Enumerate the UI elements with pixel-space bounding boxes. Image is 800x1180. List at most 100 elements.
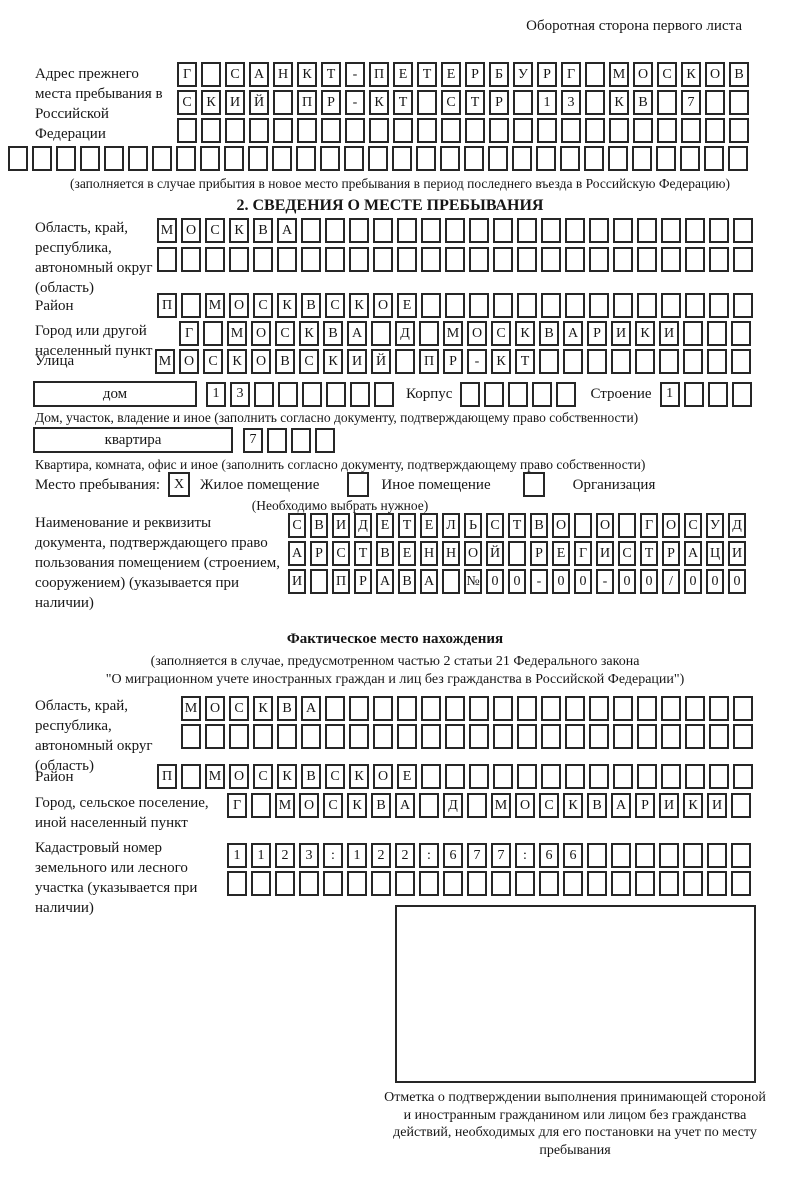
- cadastral-label: Кадастровый номер земельного или лесного…: [35, 840, 198, 916]
- char-cell: [659, 871, 679, 896]
- char-cell: П: [297, 90, 317, 115]
- char-cell: [296, 146, 316, 171]
- char-cell: [637, 724, 657, 749]
- char-cell: -: [467, 349, 487, 374]
- char-cell: [517, 247, 537, 272]
- char-cell: [301, 247, 321, 272]
- char-cell: У: [706, 513, 724, 538]
- char-cell: [371, 871, 391, 896]
- char-cell: [104, 146, 124, 171]
- char-cell: [441, 118, 461, 143]
- char-cell: 2: [395, 843, 415, 868]
- char-cell: [181, 293, 201, 318]
- char-cell: 1: [227, 843, 247, 868]
- char-cell: [561, 118, 581, 143]
- char-cell: В: [275, 349, 295, 374]
- char-cell: [683, 321, 703, 346]
- char-cell: [661, 293, 681, 318]
- char-cell: [323, 871, 343, 896]
- char-cell: А: [376, 569, 394, 594]
- char-cell: [589, 724, 609, 749]
- checkbox-organization: [522, 472, 545, 497]
- actual-district-label: Район: [35, 769, 74, 785]
- char-cell: [635, 871, 655, 896]
- char-cell: -: [530, 569, 548, 594]
- stroenie-cells: 1: [659, 381, 752, 407]
- char-cell: [635, 843, 655, 868]
- char-cell: К: [491, 349, 511, 374]
- char-cell: [278, 381, 298, 407]
- char-cell: Р: [537, 62, 557, 87]
- char-cell: [310, 569, 328, 594]
- char-cell: Д: [395, 321, 415, 346]
- char-cell: [469, 724, 489, 749]
- char-cell: [349, 696, 369, 721]
- char-cell: С: [657, 62, 677, 87]
- char-cell: Р: [465, 62, 485, 87]
- char-cell: С: [618, 541, 636, 566]
- char-cell: Е: [393, 62, 413, 87]
- char-cell: [508, 541, 526, 566]
- char-cell: Е: [376, 513, 394, 538]
- char-cell: [421, 696, 441, 721]
- char-cell: [421, 764, 441, 789]
- char-cell: О: [552, 513, 570, 538]
- char-cell: [683, 349, 703, 374]
- char-cell: 0: [706, 569, 724, 594]
- char-cell: С: [486, 513, 504, 538]
- char-cell: [587, 871, 607, 896]
- char-cell: Р: [489, 90, 509, 115]
- char-cell: [469, 247, 489, 272]
- char-cell: Т: [354, 541, 372, 566]
- char-cell: [733, 247, 753, 272]
- char-cell: А: [288, 541, 306, 566]
- korpus-cells: [460, 381, 577, 407]
- char-cell: [728, 146, 748, 171]
- char-cell: [299, 871, 319, 896]
- char-cell: С: [205, 218, 225, 243]
- char-cell: [253, 724, 273, 749]
- char-cell: И: [225, 90, 245, 115]
- char-cell: [493, 724, 513, 749]
- char-cell: Е: [420, 513, 438, 538]
- char-cell: [539, 871, 559, 896]
- char-cell: [731, 793, 751, 818]
- char-cell: О: [229, 764, 249, 789]
- char-cell: [707, 843, 727, 868]
- char-cell: О: [251, 321, 271, 346]
- char-cell: И: [659, 321, 679, 346]
- char-cell: 0: [486, 569, 504, 594]
- char-cell: [465, 118, 485, 143]
- actual-city-label: Город, сельское поселение, иной населенн…: [35, 795, 209, 831]
- char-cell: [731, 871, 751, 896]
- char-cell: О: [205, 696, 225, 721]
- char-cell: [347, 871, 367, 896]
- char-cell: [224, 146, 244, 171]
- char-cell: А: [347, 321, 367, 346]
- char-cell: [681, 118, 701, 143]
- char-cell: В: [539, 321, 559, 346]
- char-cell: [227, 871, 247, 896]
- char-cell: [267, 427, 287, 453]
- char-cell: С: [332, 541, 350, 566]
- actual-location-subtitle1: (заполняется в случае, предусмотренном ч…: [150, 654, 640, 669]
- char-cell: [489, 118, 509, 143]
- char-cell: [128, 146, 148, 171]
- char-cell: С: [684, 513, 702, 538]
- char-cell: [467, 871, 487, 896]
- char-cell: :: [323, 843, 343, 868]
- char-cell: У: [513, 62, 533, 87]
- char-cell: [565, 696, 585, 721]
- char-cell: П: [157, 293, 177, 318]
- char-cell: П: [419, 349, 439, 374]
- char-cell: [541, 293, 561, 318]
- char-cell: Р: [321, 90, 341, 115]
- char-cell: [488, 146, 508, 171]
- char-cell: [467, 793, 487, 818]
- char-cell: К: [277, 293, 297, 318]
- char-cell: [421, 218, 441, 243]
- char-cell: К: [515, 321, 535, 346]
- char-cell: [445, 724, 465, 749]
- char-cell: [229, 247, 249, 272]
